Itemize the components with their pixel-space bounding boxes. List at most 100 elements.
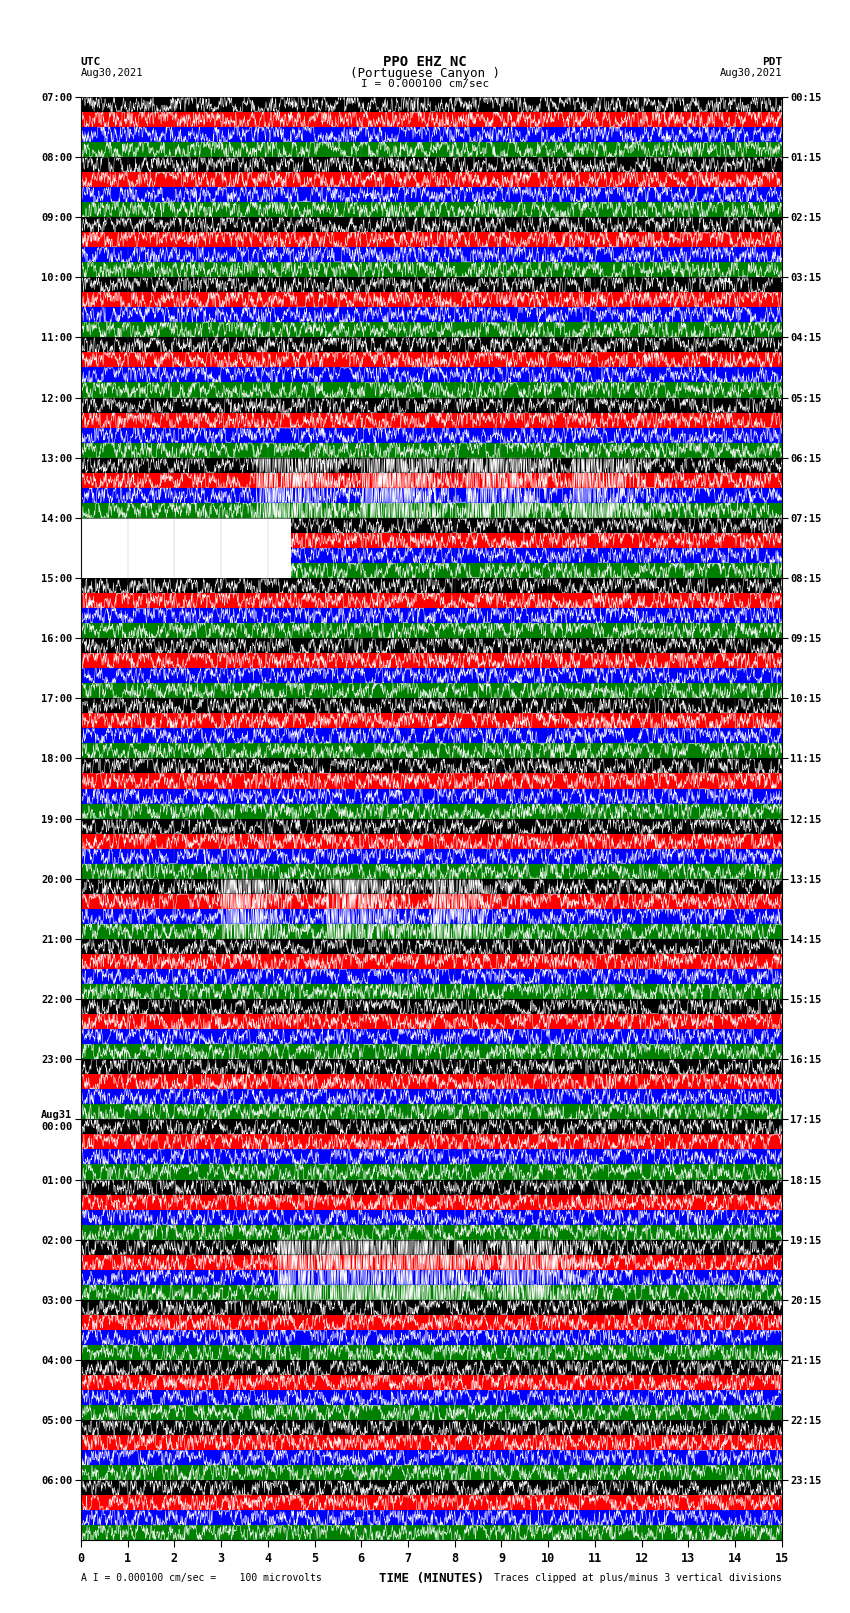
Bar (81, 413, 782, 427)
Bar (81, 774, 782, 789)
Bar (81, 729, 782, 744)
Bar (81, 202, 782, 218)
Bar (81, 503, 782, 518)
Bar (291, 563, 782, 577)
Bar (81, 323, 782, 337)
Bar (81, 473, 782, 487)
Bar (81, 863, 782, 879)
Bar (81, 218, 782, 232)
Bar (81, 382, 782, 397)
Text: Aug30,2021: Aug30,2021 (81, 68, 144, 79)
Bar (81, 984, 782, 998)
Bar (81, 1510, 782, 1526)
Bar (81, 1119, 782, 1134)
Bar (81, 789, 782, 803)
Bar (81, 1526, 782, 1540)
Bar (81, 998, 782, 1015)
Bar (81, 1405, 782, 1419)
Bar (81, 953, 782, 969)
Bar (81, 1269, 782, 1286)
Bar (81, 187, 782, 202)
Bar (291, 548, 782, 563)
Bar (81, 308, 782, 323)
Bar (81, 698, 782, 713)
Bar (81, 713, 782, 729)
Text: PDT: PDT (762, 56, 782, 68)
Bar (81, 803, 782, 819)
Bar (81, 577, 782, 594)
Bar (81, 1240, 782, 1255)
Bar (81, 173, 782, 187)
Bar (81, 1481, 782, 1495)
Bar (81, 292, 782, 308)
Bar (81, 908, 782, 924)
Bar (81, 1300, 782, 1315)
Bar (81, 1060, 782, 1074)
Text: Traces clipped at plus/minus 3 vertical divisions: Traces clipped at plus/minus 3 vertical … (494, 1573, 782, 1582)
Bar (81, 337, 782, 352)
Bar (81, 1089, 782, 1105)
Bar (81, 1419, 782, 1436)
Bar (81, 623, 782, 639)
Bar (81, 1465, 782, 1481)
Bar (291, 518, 782, 532)
Text: Aug30,2021: Aug30,2021 (719, 68, 782, 79)
Bar (81, 1150, 782, 1165)
Bar (81, 848, 782, 863)
Bar (81, 1029, 782, 1044)
Bar (81, 879, 782, 894)
Bar (81, 758, 782, 774)
Bar (81, 1074, 782, 1089)
Bar (81, 397, 782, 413)
Bar (81, 1436, 782, 1450)
Bar (81, 1179, 782, 1195)
Bar (81, 834, 782, 848)
Bar (81, 1224, 782, 1240)
Text: UTC: UTC (81, 56, 101, 68)
Bar (81, 1105, 782, 1119)
Text: I = 0.000100 cm/sec: I = 0.000100 cm/sec (361, 79, 489, 89)
Bar (81, 608, 782, 623)
Bar (81, 1286, 782, 1300)
Text: (Portuguese Canyon ): (Portuguese Canyon ) (350, 66, 500, 81)
Bar (81, 1255, 782, 1269)
Bar (81, 277, 782, 292)
Bar (81, 1210, 782, 1224)
Bar (81, 819, 782, 834)
Bar (81, 111, 782, 127)
Bar (81, 487, 782, 503)
Bar (81, 1315, 782, 1329)
Bar (81, 1374, 782, 1390)
Bar (81, 1345, 782, 1360)
Bar (81, 1044, 782, 1060)
Bar (81, 142, 782, 156)
Bar (81, 97, 782, 111)
Bar (291, 532, 782, 548)
Bar (81, 247, 782, 263)
Bar (81, 156, 782, 173)
Text: PPO EHZ NC: PPO EHZ NC (383, 55, 467, 69)
Bar (81, 1134, 782, 1150)
Bar (81, 352, 782, 368)
Bar (81, 969, 782, 984)
Bar (81, 639, 782, 653)
Bar (81, 744, 782, 758)
Bar (81, 427, 782, 442)
Bar (81, 442, 782, 458)
Bar (81, 939, 782, 953)
Bar (81, 127, 782, 142)
Bar (81, 1195, 782, 1210)
Bar (81, 1495, 782, 1510)
Bar (81, 458, 782, 473)
Bar (81, 1165, 782, 1179)
Bar (81, 1450, 782, 1465)
Bar (81, 263, 782, 277)
Bar (81, 894, 782, 908)
Bar (81, 594, 782, 608)
Bar (81, 684, 782, 698)
Bar (81, 668, 782, 684)
Bar (81, 653, 782, 668)
Text: A I = 0.000100 cm/sec =    100 microvolts: A I = 0.000100 cm/sec = 100 microvolts (81, 1573, 321, 1582)
Bar (81, 368, 782, 382)
Bar (81, 1390, 782, 1405)
